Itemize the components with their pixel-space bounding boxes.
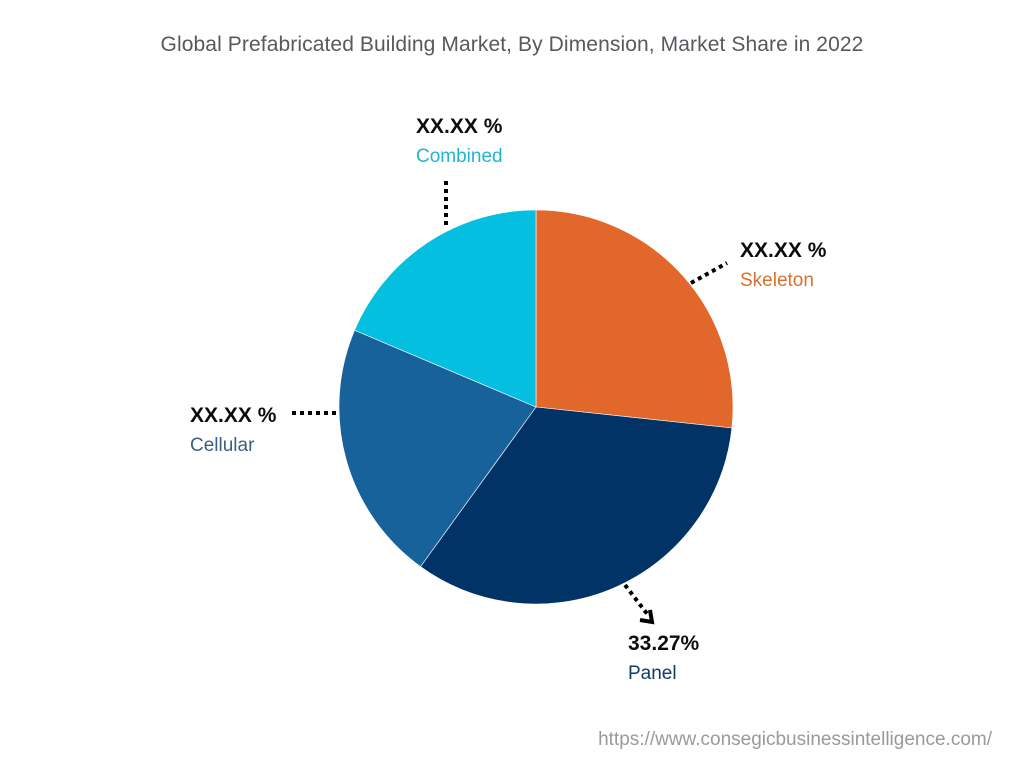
pie-slices — [338, 209, 734, 605]
panel-value: 33.27% — [628, 632, 700, 655]
pie-slice-combined — [354, 209, 537, 408]
pie-slice-panel — [420, 406, 733, 605]
cellular-name: Cellular — [190, 435, 255, 456]
panel-leader-line — [623, 583, 650, 617]
combined-value: XX.XX % — [416, 115, 503, 138]
combined-label: XX.XX % Combined — [416, 114, 503, 170]
skeleton-leader-line — [690, 261, 728, 285]
skeleton-label: XX.XX % Skeleton — [740, 238, 826, 294]
chart-title: Global Prefabricated Building Market, By… — [160, 33, 864, 56]
skeleton-value: XX.XX % — [740, 239, 827, 262]
skeleton-name: Skeleton — [740, 270, 814, 291]
source-url: https://www.consegicbusinessintelligence… — [598, 729, 992, 750]
cellular-value: XX.XX % — [190, 404, 277, 427]
panel-arrowhead-icon — [639, 609, 655, 625]
pie-slice-cellular — [338, 329, 537, 568]
panel-label: 33.27% Panel — [628, 631, 699, 687]
pie-slice-skeleton — [535, 209, 734, 429]
cellular-label: XX.XX % Cellular — [190, 403, 276, 459]
combined-name: Combined — [416, 146, 503, 167]
panel-name: Panel — [628, 663, 677, 684]
